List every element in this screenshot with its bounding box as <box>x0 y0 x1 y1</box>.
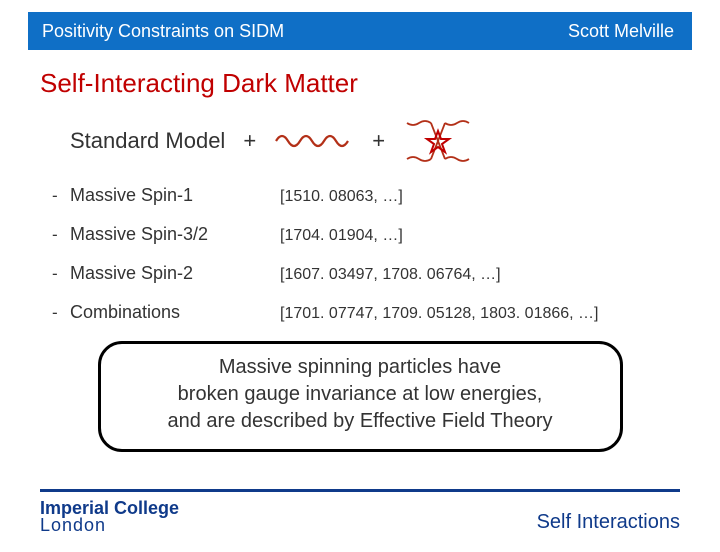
dash-icon: - <box>52 264 70 284</box>
section-title: Self-Interacting Dark Matter <box>40 68 720 99</box>
list-item: - Massive Spin-1 [1510. 08063, …] <box>52 185 720 206</box>
list-item: - Massive Spin-3/2 [1704. 01904, …] <box>52 224 720 245</box>
header-right: Scott Melville <box>568 21 674 42</box>
plus-2: + <box>372 128 385 154</box>
bullet-label: Massive Spin-2 <box>70 263 280 284</box>
header-left: Positivity Constraints on SIDM <box>42 21 284 42</box>
bullet-label: Massive Spin-1 <box>70 185 280 206</box>
plus-1: + <box>243 128 256 154</box>
bullet-list: - Massive Spin-1 [1510. 08063, …] - Mass… <box>52 185 720 323</box>
bullet-ref: [1701. 07747, 1709. 05128, 1803. 01866, … <box>280 305 599 323</box>
bullet-label: Massive Spin-3/2 <box>70 224 280 245</box>
vertex-star-icon <box>403 117 473 165</box>
slide-header: Positivity Constraints on SIDM Scott Mel… <box>28 12 692 50</box>
callout-line: Massive spinning particles have <box>113 354 608 381</box>
bullet-ref: [1704. 01904, …] <box>280 227 403 245</box>
list-item: - Massive Spin-2 [1607. 03497, 1708. 067… <box>52 263 720 284</box>
imperial-college-logo: Imperial College London <box>40 500 179 534</box>
wave-icon <box>274 129 354 153</box>
dash-icon: - <box>52 225 70 245</box>
bullet-label: Combinations <box>70 302 280 323</box>
callout-line: broken gauge invariance at low energies, <box>113 381 608 408</box>
footer-divider <box>40 489 680 492</box>
bullet-ref: [1510. 08063, …] <box>280 188 403 206</box>
callout-box: Massive spinning particles have broken g… <box>98 341 623 452</box>
standard-model-label: Standard Model <box>70 128 225 154</box>
dash-icon: - <box>52 186 70 206</box>
slide-footer: Imperial College London Self Interaction… <box>40 489 680 534</box>
footer-right-label: Self Interactions <box>537 511 680 534</box>
standard-model-row: Standard Model + + <box>70 117 720 165</box>
dash-icon: - <box>52 303 70 323</box>
logo-line-2: London <box>40 517 179 534</box>
bullet-ref: [1607. 03497, 1708. 06764, …] <box>280 266 501 284</box>
list-item: - Combinations [1701. 07747, 1709. 05128… <box>52 302 720 323</box>
callout-line: and are described by Effective Field The… <box>113 408 608 435</box>
